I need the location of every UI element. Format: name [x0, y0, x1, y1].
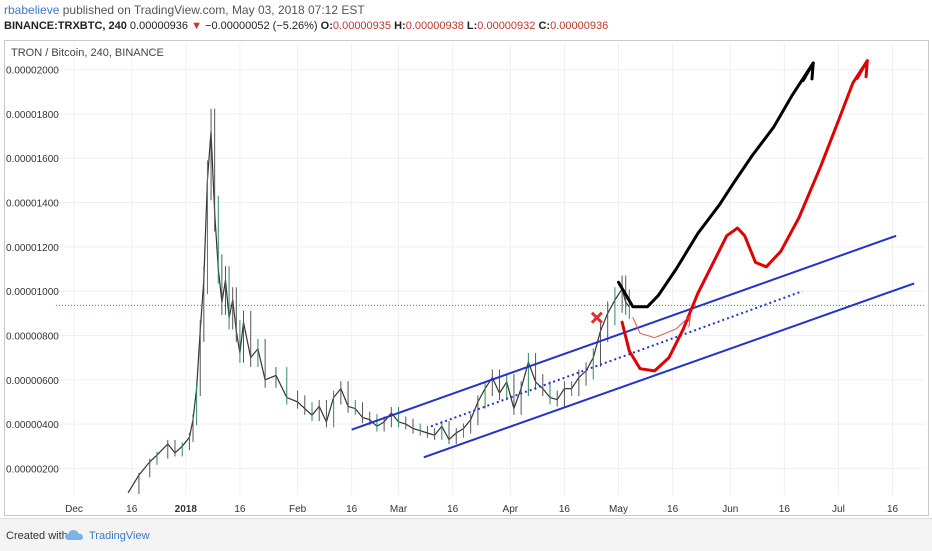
y-tick-label: 0.00000600 — [6, 376, 59, 387]
x-tick-label: 16 — [887, 504, 899, 515]
published-text: published on TradingView.com, May 03, 20… — [62, 3, 365, 17]
arrow-red-head — [855, 59, 869, 80]
y-tick-label: 0.00000800 — [6, 331, 59, 342]
arrow-thin-red-head — [688, 315, 692, 328]
price-chart[interactable]: 0.00002000 0.00001800 0.00001600 0.00001400… — [0, 40, 932, 518]
arrow-black-path — [617, 61, 815, 309]
y-tick-label: 0.00001000 — [6, 287, 59, 298]
x-tick-label: 2018 — [175, 504, 198, 515]
channel-line — [423, 282, 915, 459]
change-value: −0.00000052 (−5.26%) — [205, 20, 318, 32]
low-value: 0.00000932 — [477, 20, 536, 32]
last-price: 0.00000936 — [129, 20, 189, 32]
high-value: 0.00000938 — [405, 20, 464, 32]
axis-ticks: 0.00002000 0.00001800 0.00001600 0.00001400… — [6, 66, 899, 515]
chart-frame — [4, 40, 929, 516]
y-tick-label: 0.00001600 — [6, 154, 59, 165]
x-tick-label: Jun — [722, 504, 738, 515]
y-tick-label: 0.00000400 — [6, 420, 59, 431]
y-tick-label: 0.00002000 — [6, 66, 59, 77]
x-tick-label: 16 — [559, 504, 571, 515]
y-tick-label: 0.00000200 — [6, 464, 59, 475]
tradingview-brand-link[interactable]: TradingView — [89, 530, 150, 542]
symbol-label: BINANCE:TRXBTC, 240 — [4, 20, 127, 32]
price-series — [127, 108, 630, 494]
tradingview-cloud-icon — [65, 530, 83, 540]
x-tick-label: 16 — [126, 504, 138, 515]
x-tick-label: Feb — [289, 504, 307, 515]
footer-bar: Created with TradingView — [0, 518, 932, 551]
high-label: H: — [394, 20, 406, 32]
x-tick-label: 16 — [346, 504, 358, 515]
author-link[interactable]: rbabelieve — [4, 3, 60, 17]
created-with-label: Created with — [6, 530, 68, 542]
grid-lines — [56, 43, 925, 495]
x-tick-label: Mar — [390, 504, 408, 515]
channel-dotted — [430, 290, 803, 428]
arrow-black-head — [801, 61, 815, 83]
y-tick-label: 0.00001200 — [6, 243, 59, 254]
x-tick-label: Apr — [503, 504, 519, 515]
x-tick-label: Jul — [832, 504, 845, 515]
ohlc-line: BINANCE:TRXBTC, 240 0.00000936 ▼ −0.0000… — [4, 20, 608, 32]
price-series-line — [127, 131, 630, 494]
open-value: 0.00000935 — [332, 20, 392, 32]
x-tick-label: Dec — [65, 504, 83, 515]
open-label: O: — [320, 20, 333, 32]
close-value: 0.00000936 — [550, 20, 609, 32]
x-tick-label: 16 — [667, 504, 679, 515]
low-label: L: — [466, 20, 478, 32]
close-label: C: — [538, 20, 551, 32]
y-tick-label: 0.00001800 — [6, 110, 59, 121]
arrow-thin-red-path — [632, 315, 692, 339]
x-tick-label: May — [609, 504, 628, 515]
chart-legend-label: TRON / Bitcoin, 240, BINANCE — [11, 47, 164, 59]
annotations — [351, 59, 915, 459]
y-tick-label: 0.00001400 — [6, 199, 59, 210]
arrow-red-path — [620, 59, 869, 373]
cross-marker — [590, 311, 603, 324]
x-tick-label: 16 — [447, 504, 459, 515]
x-tick-label: 16 — [779, 504, 791, 515]
publish-line: rbabelieve published on TradingView.com,… — [4, 3, 365, 17]
down-triangle-icon: ▼ — [191, 20, 202, 32]
x-tick-label: 16 — [234, 504, 246, 515]
